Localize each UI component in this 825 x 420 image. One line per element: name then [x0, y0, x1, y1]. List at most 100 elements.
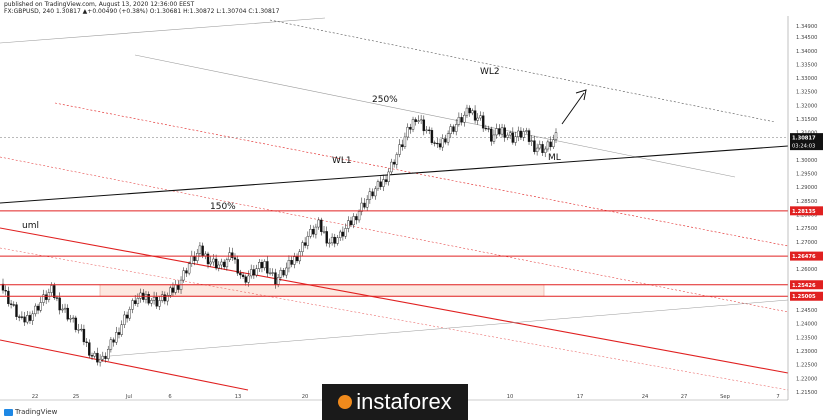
- candle-body: [517, 130, 520, 137]
- candle-body: [322, 231, 326, 233]
- candle-body: [392, 161, 396, 165]
- candle-body: [82, 328, 86, 343]
- price-tick-label: 1.28000: [796, 213, 817, 219]
- candle-body: [28, 315, 32, 321]
- forecast-arrow: [561, 92, 585, 125]
- candle-body: [503, 127, 506, 138]
- candle-body: [239, 272, 242, 276]
- candle-body: [276, 277, 280, 285]
- candle-body: [17, 316, 21, 318]
- candle-body: [538, 144, 542, 149]
- candle-body: [282, 269, 285, 276]
- candle-body: [492, 134, 496, 142]
- candle-body: [384, 179, 388, 182]
- forecast-arrowhead: [575, 89, 587, 101]
- candle-body: [44, 294, 48, 300]
- candle-body: [433, 142, 436, 144]
- candle-body: [344, 228, 347, 237]
- candle-body: [522, 131, 525, 138]
- wl1-trend-line: [0, 145, 789, 204]
- candle-body: [527, 130, 531, 142]
- candle-body: [158, 300, 161, 307]
- price-tick-label: 1.34000: [796, 49, 817, 55]
- time-tick-label: 27: [681, 394, 688, 400]
- price-tick-label: 1.30000: [796, 158, 817, 164]
- candle-body: [549, 141, 552, 148]
- time-tick-label: 13: [235, 394, 242, 400]
- lower-dashed-line: [0, 247, 789, 391]
- price-tick-label: 1.22500: [796, 363, 817, 369]
- annotation-label: WL2: [480, 67, 500, 77]
- price-tick-label: 1.31500: [796, 117, 817, 123]
- candle-body: [150, 300, 153, 304]
- candle-body: [457, 117, 461, 125]
- candle-body: [53, 285, 56, 298]
- candle-body: [171, 287, 175, 293]
- candle-body: [444, 138, 447, 143]
- current-price-tag-text: 1.30817: [792, 136, 816, 142]
- candle-body: [487, 128, 490, 130]
- candle-body: [55, 297, 59, 299]
- level-tag-1-text: 1.26476: [792, 254, 816, 260]
- candle-body: [530, 140, 533, 142]
- candle-body: [395, 154, 399, 165]
- tradingview-logo[interactable]: TradingView: [4, 408, 57, 416]
- candle-body: [274, 272, 277, 285]
- candle-body: [401, 144, 404, 148]
- candle-body: [266, 261, 269, 274]
- level-tag-0-bg: [790, 206, 823, 216]
- candle-body: [117, 332, 121, 335]
- candle-body: [328, 242, 331, 244]
- candle-body: [39, 302, 42, 311]
- candle-body: [107, 348, 110, 359]
- candle-body: [209, 261, 212, 265]
- candle-body: [222, 261, 226, 268]
- candle-body: [414, 119, 417, 122]
- candle-body: [225, 259, 229, 268]
- time-tick-label: 24: [642, 394, 649, 400]
- symbol-ohlc-line: FX:GBPUSD, 240 1.30817 ▲+0.00490 (+0.38%…: [4, 8, 280, 15]
- candle-body: [169, 287, 172, 296]
- candle-body: [90, 355, 94, 357]
- candle-body: [109, 339, 113, 350]
- candle-body: [371, 191, 374, 197]
- candle-body: [279, 269, 283, 278]
- candle-body: [428, 129, 431, 131]
- candle-body: [155, 297, 158, 307]
- time-tick-label: 17: [577, 394, 584, 400]
- candle-body: [36, 305, 40, 311]
- time-tick-label: Sep: [720, 394, 730, 400]
- price-tick-label: 1.24000: [796, 322, 817, 328]
- candle-body: [233, 257, 237, 260]
- candle-body: [244, 276, 247, 283]
- candle-body: [430, 130, 434, 143]
- candle-body: [63, 307, 67, 310]
- candle-body: [508, 132, 512, 136]
- candle-body: [498, 128, 501, 135]
- candle-body: [544, 148, 547, 153]
- candle-body: [330, 236, 334, 244]
- candle-body: [312, 229, 315, 235]
- tradingview-icon: [4, 408, 13, 416]
- candle-body: [80, 328, 83, 331]
- median-channel-line: [134, 54, 736, 178]
- candle-body: [61, 308, 64, 311]
- support-zone: [99, 284, 545, 297]
- candle-body: [258, 262, 261, 269]
- candle-body: [552, 139, 555, 148]
- candle-body: [58, 297, 61, 311]
- candle-body: [449, 126, 452, 134]
- level-tag-1-bg: [790, 251, 823, 261]
- candle-body: [336, 237, 339, 244]
- instaforex-watermark: instaforex: [322, 384, 468, 420]
- candle-body: [511, 132, 515, 143]
- candle-body: [500, 127, 504, 135]
- candle-body: [452, 126, 455, 132]
- candle-body: [295, 256, 299, 262]
- time-tick-label: 6: [168, 394, 171, 400]
- candle-body: [152, 297, 156, 301]
- candle-body: [255, 268, 258, 276]
- candle-body: [355, 216, 358, 221]
- candle-body: [34, 305, 37, 315]
